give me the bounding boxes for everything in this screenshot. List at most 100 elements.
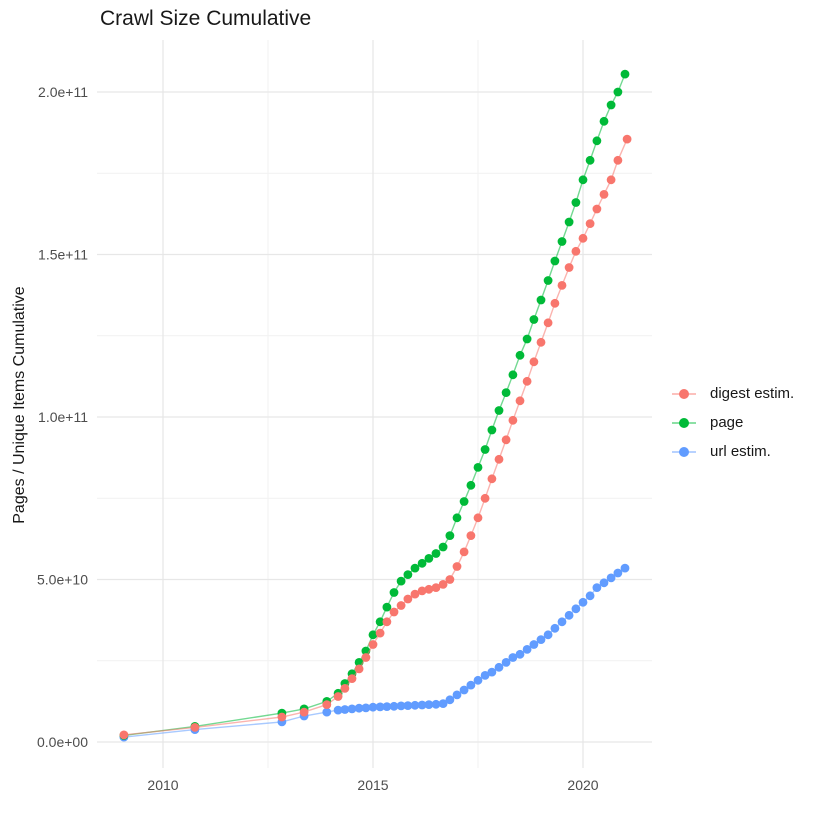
data-point	[599, 116, 609, 126]
data-point	[473, 513, 483, 523]
data-point	[564, 610, 574, 620]
data-point	[536, 295, 546, 305]
data-point	[480, 671, 490, 680]
data-point	[368, 702, 378, 712]
data-point	[529, 315, 539, 324]
legend-dot-icon	[679, 388, 689, 399]
data-point	[606, 175, 616, 185]
data-point	[613, 155, 623, 165]
data-point	[445, 531, 455, 540]
data-point	[382, 702, 392, 711]
data-point	[592, 136, 602, 146]
data-point	[494, 662, 504, 672]
y-axis-title: Pages / Unique Items Cumulative	[11, 286, 28, 524]
data-point	[333, 705, 343, 715]
data-point	[438, 699, 448, 708]
data-point	[322, 707, 332, 717]
data-point	[550, 623, 560, 633]
legend-key-url	[672, 446, 696, 457]
data-point	[424, 700, 434, 709]
data-point	[452, 690, 462, 700]
data-point	[347, 704, 357, 714]
data-point	[452, 513, 462, 523]
data-point	[333, 692, 343, 701]
data-point	[508, 415, 518, 425]
x-tick-label: 2020	[567, 777, 598, 793]
data-point	[459, 685, 469, 695]
data-point	[299, 707, 309, 717]
data-point	[487, 425, 497, 435]
y-tick-label: 1.0e+11	[38, 409, 88, 425]
data-point	[564, 263, 574, 272]
data-point	[389, 588, 399, 597]
data-point	[543, 318, 553, 328]
data-point	[368, 640, 378, 649]
data-point	[445, 575, 455, 584]
data-point	[340, 684, 350, 693]
data-point	[361, 653, 371, 662]
legend: digest estim. page url estim.	[672, 379, 794, 466]
data-point	[622, 134, 632, 144]
data-point	[585, 219, 595, 229]
data-point	[571, 246, 581, 256]
data-point	[277, 712, 287, 722]
data-point	[438, 542, 448, 552]
data-point	[417, 700, 427, 710]
data-point	[410, 563, 420, 573]
legend-dot-icon	[679, 446, 689, 457]
data-point	[396, 576, 406, 586]
data-point	[396, 701, 406, 711]
data-point	[403, 570, 413, 579]
data-point	[375, 617, 385, 627]
data-point	[592, 583, 602, 592]
data-point	[347, 674, 357, 683]
data-point	[585, 591, 595, 601]
data-point	[340, 705, 350, 714]
data-point	[536, 635, 546, 644]
data-point	[487, 474, 497, 484]
legend-item-page: page	[672, 408, 794, 437]
data-point	[557, 281, 567, 290]
legend-item-url: url estim.	[672, 437, 794, 466]
data-point	[375, 628, 385, 638]
data-point	[459, 497, 469, 506]
data-point	[375, 702, 385, 712]
data-point	[529, 640, 539, 649]
legend-key-page	[672, 417, 696, 428]
data-point	[571, 604, 581, 614]
y-tick-label: 1.5e+11	[38, 247, 88, 263]
data-point	[522, 645, 532, 654]
data-point	[494, 406, 504, 415]
data-point	[501, 388, 511, 397]
data-point	[466, 680, 476, 690]
data-point	[445, 695, 455, 705]
data-point	[515, 350, 525, 360]
data-point	[599, 190, 609, 199]
data-point	[396, 601, 406, 610]
y-tick-label: 2.0e+11	[38, 84, 88, 100]
series-line-urlestim	[123, 567, 626, 738]
data-point	[368, 630, 378, 640]
data-point	[480, 493, 490, 503]
data-point	[389, 701, 399, 711]
data-point	[382, 617, 392, 627]
data-point	[431, 583, 441, 592]
data-point	[613, 568, 623, 578]
data-point	[480, 445, 490, 454]
data-point	[508, 653, 518, 662]
data-point	[417, 558, 427, 568]
data-point	[564, 217, 574, 227]
data-point	[543, 276, 553, 285]
data-point	[571, 198, 581, 207]
data-point	[431, 699, 441, 709]
data-point	[578, 175, 588, 185]
data-point	[557, 237, 567, 246]
data-point	[389, 607, 399, 617]
data-point	[424, 584, 434, 594]
data-point	[508, 370, 518, 380]
data-point	[501, 435, 511, 445]
data-point	[529, 357, 539, 367]
data-point	[417, 586, 427, 596]
